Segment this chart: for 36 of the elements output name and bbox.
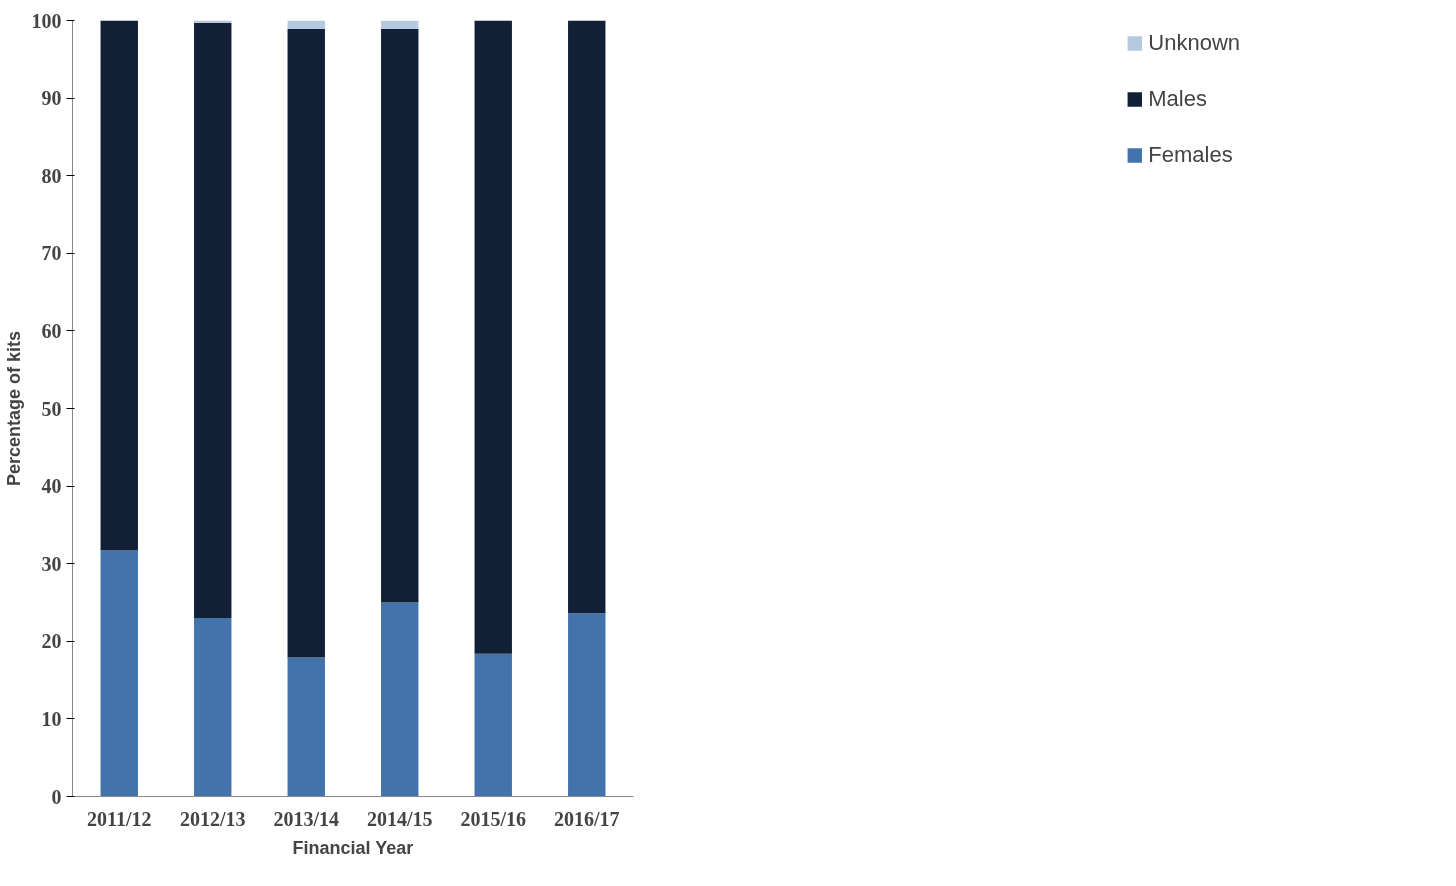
y-tick-label: 70 [41,242,62,265]
bar [100,20,138,551]
y-tick-label: 0 [51,785,62,808]
bar [568,20,606,614]
x-tick-label: 2016/17 [553,807,620,830]
bar [100,550,138,797]
y-tick-label: 40 [41,475,62,498]
legend-label: Females [1148,142,1233,168]
y-tick-label: 20 [41,630,62,653]
y-tick-label: 10 [41,707,62,730]
legend-label: Males [1148,86,1207,112]
y-tick-label: 60 [41,319,62,342]
x-tick-label: 2013/14 [273,807,340,830]
x-tick-label: 2012/13 [179,807,246,830]
x-tick-label: 2014/15 [366,807,433,830]
bar [194,618,232,797]
x-tick-label: 2015/16 [460,807,527,830]
bar [381,602,419,797]
bar [194,22,232,619]
bar [381,29,419,603]
bar [568,613,606,797]
bar [287,29,325,658]
y-tick-label: 90 [41,87,62,110]
bar [287,657,325,797]
y-tick-label: 80 [41,164,62,187]
y-tick-label: 50 [41,397,62,420]
x-axis-title: Financial Year [292,837,414,858]
legend-label: Unknown [1148,30,1240,56]
bar [287,20,325,30]
y-tick-label: 30 [41,552,62,575]
bar [474,20,512,654]
bar [381,20,419,30]
y-tick-label: 100 [31,9,62,32]
bar [474,653,512,797]
x-tick-label: 2011/12 [87,807,152,830]
y-axis-title: Percentage of kits [3,330,24,487]
